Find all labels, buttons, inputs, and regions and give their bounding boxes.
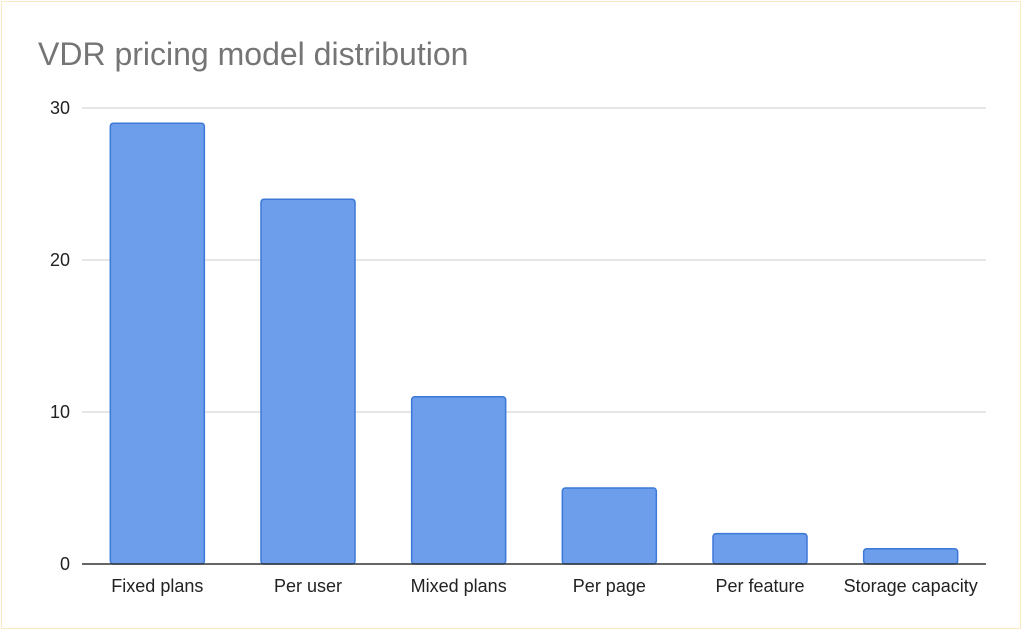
x-tick-label: Storage capacity bbox=[844, 576, 978, 596]
x-tick-label: Per page bbox=[573, 576, 646, 596]
x-tick-labels: Fixed plans Per user Mixed plans Per page Pe… bbox=[111, 576, 977, 596]
x-tick-label: Mixed plans bbox=[411, 576, 507, 596]
bar-per-user bbox=[260, 198, 356, 565]
x-tick-label: Per user bbox=[274, 576, 342, 596]
bar-storage-capacity bbox=[862, 548, 959, 565]
x-tick-label: Fixed plans bbox=[111, 576, 203, 596]
bar-fixed-plans bbox=[109, 122, 206, 565]
y-tick-label: 20 bbox=[50, 250, 70, 270]
y-tick-labels: 0 10 20 30 bbox=[50, 98, 70, 574]
bar-per-page bbox=[561, 487, 658, 565]
bars bbox=[109, 122, 959, 565]
y-tick-label: 30 bbox=[50, 98, 70, 118]
gridlines bbox=[82, 107, 986, 413]
x-tick-label: Per feature bbox=[715, 576, 804, 596]
y-tick-label: 10 bbox=[50, 402, 70, 422]
y-tick-label: 0 bbox=[60, 554, 70, 574]
bar-per-feature bbox=[712, 532, 808, 565]
chart-title: VDR pricing model distribution bbox=[38, 36, 469, 72]
bar-mixed-plans bbox=[410, 396, 507, 565]
